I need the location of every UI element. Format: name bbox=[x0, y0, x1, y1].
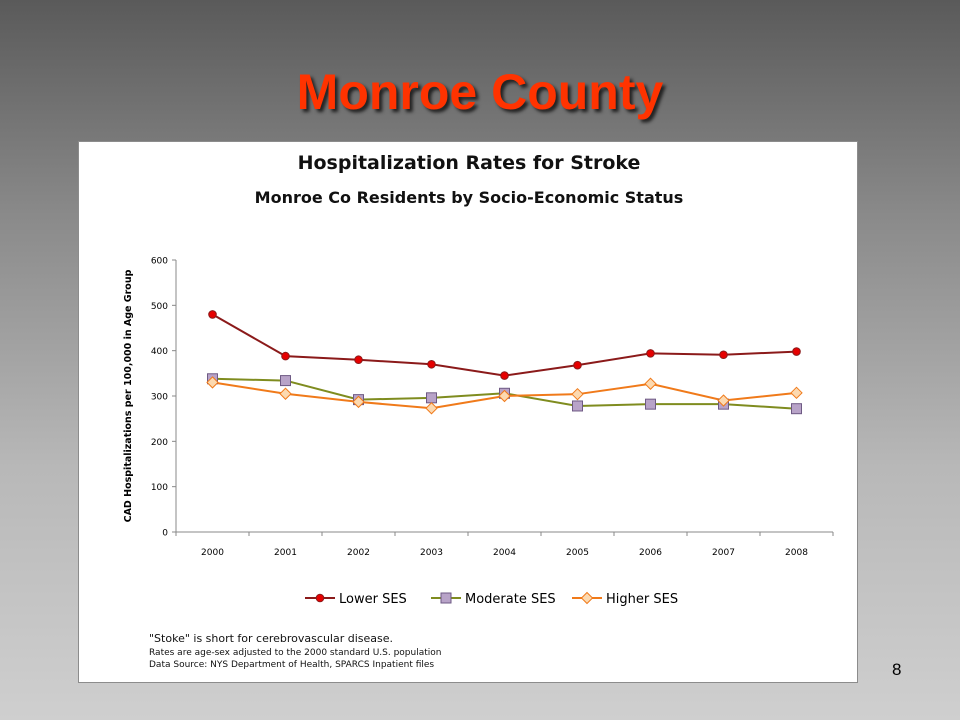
x-tick-label: 2000 bbox=[201, 548, 224, 558]
legend-label-moderate-ses: Moderate SES bbox=[465, 592, 556, 607]
note-definition: "Stoke" is short for cerebrovascular dis… bbox=[149, 632, 394, 645]
data-point-lower-ses bbox=[354, 355, 363, 365]
data-point-lower-ses bbox=[208, 310, 217, 319]
data-point-lower-ses bbox=[500, 371, 509, 380]
legend-marker-moderate-ses bbox=[440, 592, 452, 604]
data-point-higher-ses bbox=[498, 389, 511, 403]
y-axis-title: CAD Hospitalizations per 100,000 in Age … bbox=[123, 269, 134, 522]
chart-notes: "Stoke" is short for cerebrovascular dis… bbox=[149, 632, 441, 672]
x-tick-label: 2007 bbox=[712, 548, 735, 558]
y-tick-label: 300 bbox=[151, 393, 168, 403]
data-point-higher-ses bbox=[717, 394, 730, 407]
series-line-lower-ses bbox=[212, 313, 797, 377]
data-point-higher-ses bbox=[279, 387, 292, 400]
legend-label-lower-ses: Lower SES bbox=[339, 592, 407, 607]
x-tick-label: 2002 bbox=[347, 548, 370, 558]
x-tick-label: 2005 bbox=[566, 548, 589, 558]
data-point-lower-ses bbox=[646, 349, 655, 358]
data-point-moderate-ses bbox=[791, 403, 802, 415]
line-chart: 0 100 200 300 400 500 600 2000 2001 2002 2003 2004 2… bbox=[123, 257, 834, 607]
data-point-higher-ses bbox=[790, 386, 803, 400]
data-point-higher-ses bbox=[352, 395, 365, 409]
data-point-moderate-ses bbox=[280, 375, 291, 387]
x-tick-label: 2001 bbox=[274, 548, 297, 558]
data-point-moderate-ses bbox=[645, 398, 656, 410]
x-tick-label: 2008 bbox=[785, 548, 808, 558]
slide-title: Monroe County bbox=[296, 64, 664, 120]
y-tick-label: 600 bbox=[151, 257, 168, 267]
data-point-higher-ses bbox=[644, 377, 657, 390]
note-adjustment: Rates are age-sex adjusted to the 2000 s… bbox=[149, 648, 442, 658]
data-point-moderate-ses bbox=[572, 400, 583, 412]
y-tick-label: 100 bbox=[151, 483, 168, 493]
chart-panel: Hospitalization Rates for Stroke Monroe … bbox=[78, 141, 858, 683]
chart-subtitle: Monroe Co Residents by Socio-Economic St… bbox=[254, 188, 684, 207]
data-point-higher-ses bbox=[425, 402, 438, 415]
data-point-higher-ses bbox=[571, 387, 584, 401]
x-tick-label: 2004 bbox=[493, 548, 516, 558]
legend-label-higher-ses: Higher SES bbox=[606, 592, 678, 607]
x-tick-label: 2006 bbox=[639, 548, 662, 558]
x-tick-label: 2003 bbox=[420, 548, 443, 558]
data-point-lower-ses bbox=[281, 351, 290, 361]
data-point-lower-ses bbox=[719, 350, 728, 360]
data-point-lower-ses bbox=[427, 359, 436, 369]
y-tick-label: 400 bbox=[151, 347, 168, 357]
y-tick-label: 500 bbox=[151, 302, 168, 312]
note-data-source: Data Source: NYS Department of Health, S… bbox=[149, 660, 435, 670]
data-point-moderate-ses bbox=[426, 392, 437, 404]
y-tick-label: 200 bbox=[151, 438, 168, 448]
legend-marker-higher-ses bbox=[580, 591, 594, 605]
data-point-higher-ses bbox=[206, 376, 219, 389]
chart-title: Hospitalization Rates for Stroke bbox=[297, 152, 641, 174]
page-number: 8 bbox=[892, 660, 902, 679]
legend-marker-lower-ses bbox=[315, 593, 325, 603]
data-point-lower-ses bbox=[573, 360, 582, 370]
y-tick-label: 0 bbox=[162, 529, 168, 539]
data-point-lower-ses bbox=[792, 347, 801, 356]
